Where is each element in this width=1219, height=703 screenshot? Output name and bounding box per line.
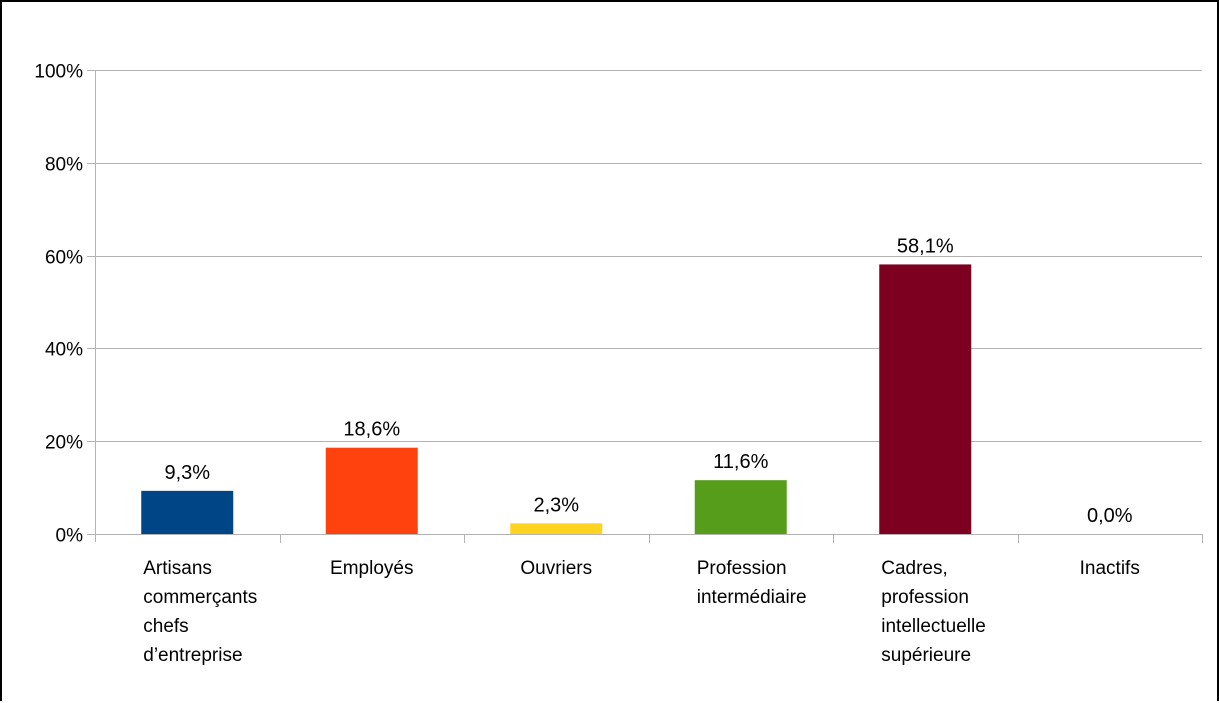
x-category-label: Cadres, profession intellectuelle supérieur…: [881, 558, 986, 666]
data-label: 18,6%: [343, 419, 400, 441]
x-category-label-line: intermédiaire: [697, 587, 807, 608]
y-tick-label: 20%: [45, 433, 83, 454]
data-label: 0,0%: [1087, 505, 1133, 527]
data-label: 11,6%: [713, 451, 768, 473]
x-category-label: Inactifs: [1080, 558, 1140, 579]
x-category-label-line: Ouvriers: [520, 558, 592, 579]
bar: [694, 480, 787, 534]
x-category-label-line: intellectuelle: [881, 616, 986, 637]
x-category-label-line: commerçants: [143, 587, 257, 608]
x-category-label-line: Cadres,: [881, 558, 948, 579]
x-category-label: Profession intermédiaire: [697, 558, 807, 608]
bars: [141, 264, 972, 534]
bar: [325, 447, 418, 534]
x-category-label: Artisans commerçants chefs d’entreprise: [143, 558, 257, 666]
labels: 0% 20% 40% 60% 80% 100% 9,3% Artisans commerçant…: [34, 62, 1139, 667]
axes: [87, 70, 1203, 543]
data-label: 2,3%: [533, 494, 579, 516]
bar: [141, 490, 234, 534]
x-category-label-line: Artisans: [143, 558, 212, 579]
x-category-label-line: profession: [881, 587, 969, 608]
x-category-label: Ouvriers: [520, 558, 592, 579]
x-category-label-line: Inactifs: [1080, 558, 1140, 579]
x-category-label-line: supérieure: [881, 645, 971, 666]
bar: [879, 264, 972, 534]
x-category-label-line: d’entreprise: [143, 645, 242, 666]
x-category-label-line: chefs: [143, 616, 188, 637]
gridlines: [95, 70, 1202, 535]
y-tick-label: 0%: [56, 526, 84, 547]
bar: [510, 523, 603, 534]
y-tick-label: 60%: [45, 248, 83, 269]
y-tick-label: 100%: [34, 62, 83, 83]
y-tick-label: 40%: [45, 340, 83, 361]
data-label: 9,3%: [164, 462, 210, 484]
y-tick-label: 80%: [45, 155, 83, 176]
x-category-label-line: Employés: [330, 558, 413, 579]
x-category-label: Employés: [330, 558, 413, 579]
x-category-label-line: Profession: [697, 558, 787, 579]
data-label: 58,1%: [897, 235, 954, 257]
